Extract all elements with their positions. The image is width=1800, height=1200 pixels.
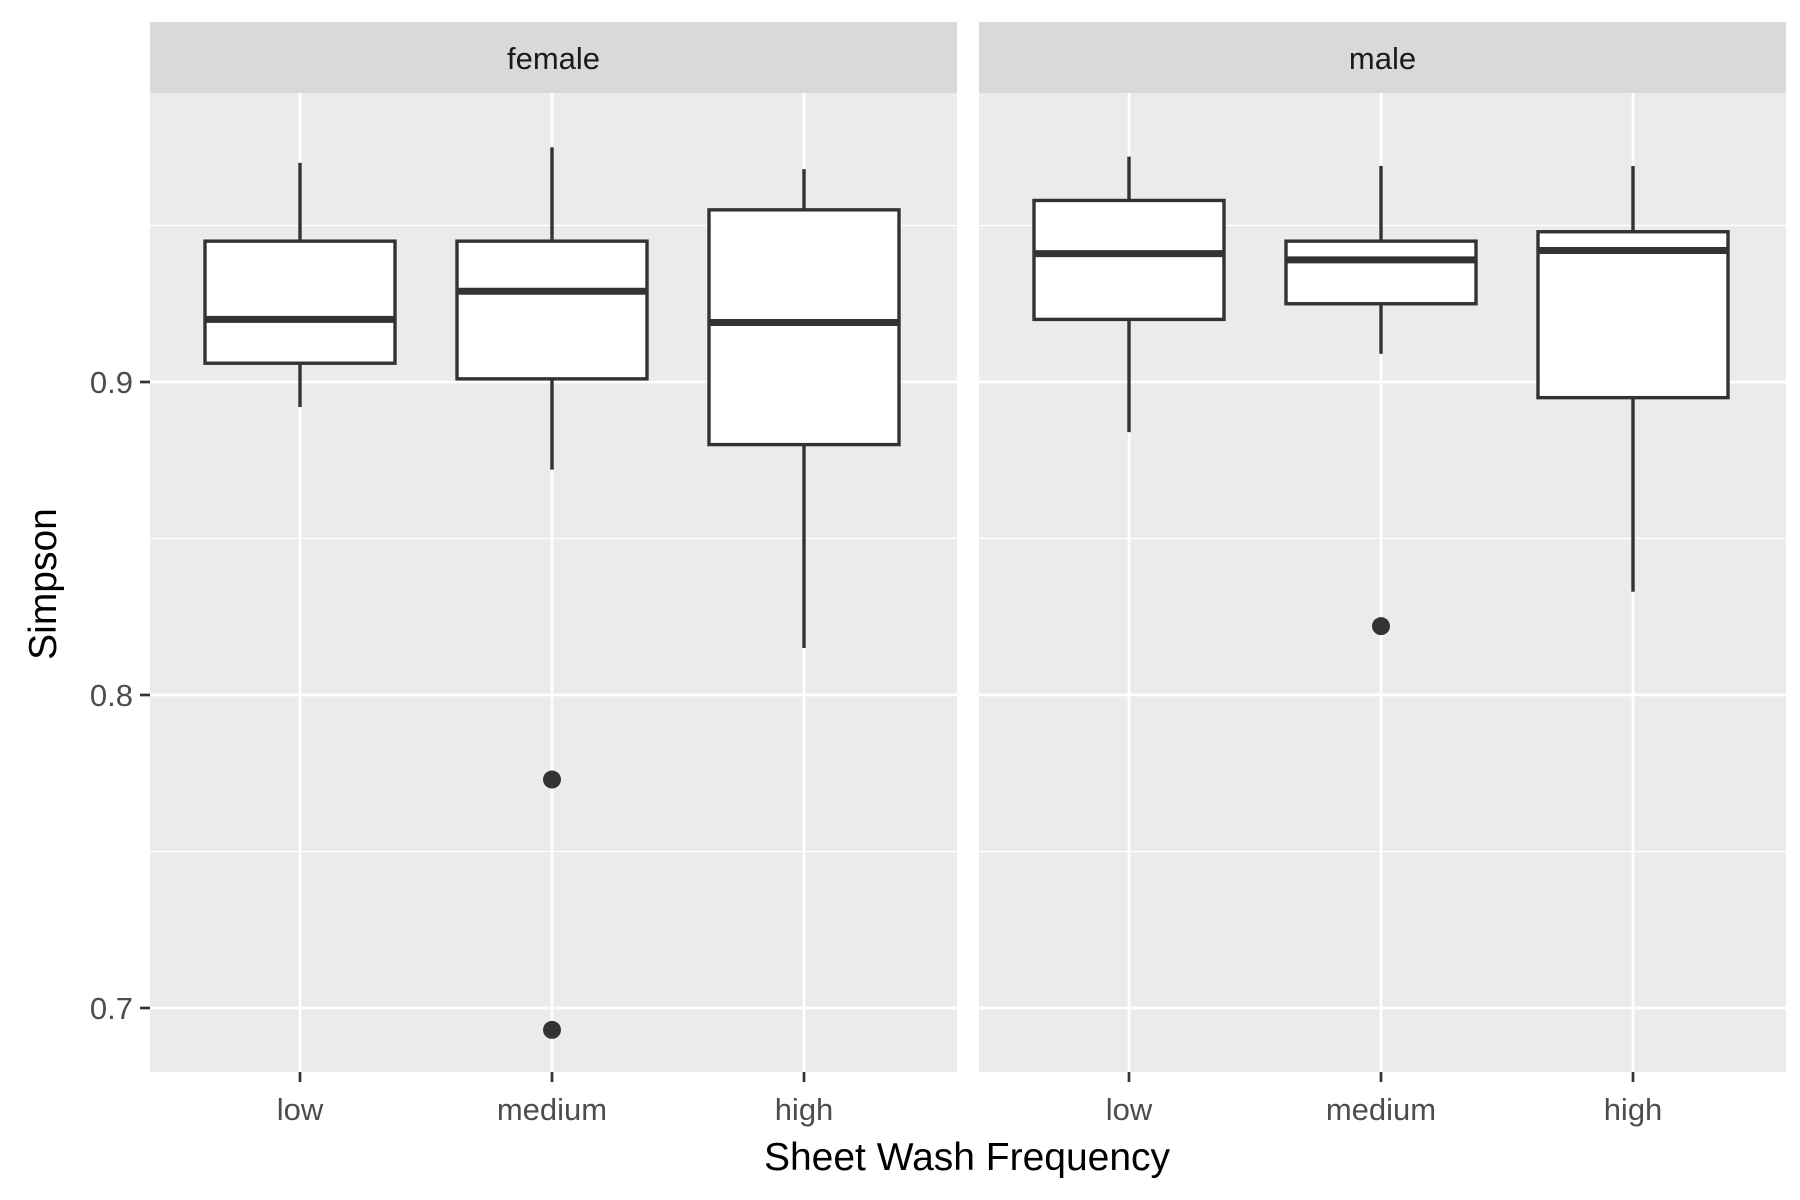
x-tick-label-medium: medium <box>1326 1092 1436 1127</box>
outlier-point-female-medium <box>543 770 561 789</box>
facet-label-female: female <box>507 41 600 76</box>
y-tick-label: 0.9 <box>90 365 133 400</box>
x-tick-label-high: high <box>775 1092 834 1127</box>
y-axis-title: Simpson <box>22 508 65 660</box>
facet-label-male: male <box>1349 41 1416 76</box>
facet-strip-male <box>979 22 1786 93</box>
box-male-medium <box>1284 239 1478 306</box>
box-female-low <box>203 239 397 365</box>
facet-strip-female <box>150 22 957 93</box>
x-tick-label-medium: medium <box>497 1092 607 1127</box>
y-tick-label: 0.7 <box>90 991 133 1026</box>
outlier-point-female-medium <box>543 1020 561 1039</box>
outlier-point-male-medium <box>1372 617 1390 636</box>
box-female-high <box>707 208 901 447</box>
x-tick-label-low: low <box>1106 1092 1153 1127</box>
x-tick-label-low: low <box>277 1092 324 1127</box>
box-male-high <box>1536 230 1730 400</box>
x-axis-title: Sheet Wash Frequency <box>764 1136 1171 1179</box>
box-female-medium <box>455 239 649 381</box>
y-tick-label: 0.8 <box>90 678 133 713</box>
x-tick-label-high: high <box>1604 1092 1663 1127</box>
box-male-low <box>1032 198 1226 322</box>
